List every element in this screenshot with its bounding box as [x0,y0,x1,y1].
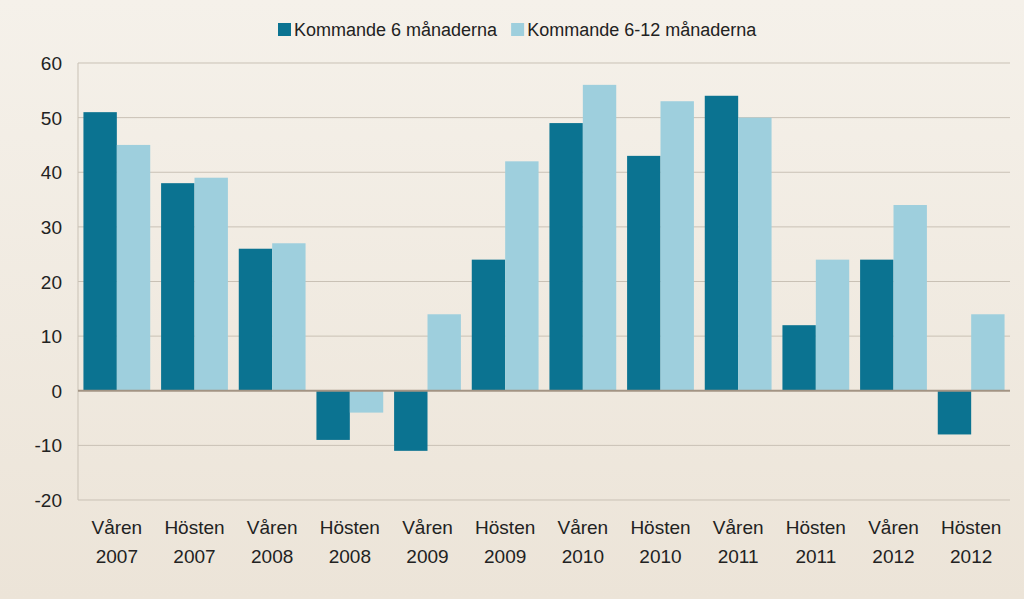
bar [195,178,228,391]
bar [782,325,815,391]
bar [938,391,971,435]
legend-swatch [511,23,524,36]
bar [272,243,305,390]
bar [428,314,461,390]
bar [350,391,383,413]
bar [161,183,194,391]
bar [705,96,738,391]
bar [816,260,849,391]
grid-line [78,172,1010,173]
y-tick-label: -20 [35,490,62,511]
x-tick-label: Våren2010 [557,517,608,567]
bar [505,161,538,390]
bar [83,112,116,391]
bar [316,391,349,440]
bar [549,123,582,391]
zero-axis [78,390,1010,392]
y-tick-label: 60 [41,53,62,74]
x-tick-label: Hösten2011 [786,517,846,567]
bar [738,118,771,391]
bar [239,249,272,391]
bar [117,145,150,391]
x-tick-label: Våren2007 [91,517,142,567]
bar [627,156,660,391]
bar [971,314,1004,390]
bar [394,391,427,451]
y-tick-label: -10 [35,435,62,456]
x-tick-label: Hösten2009 [475,517,535,567]
y-tick-label: 50 [41,108,62,129]
y-tick-label: 20 [41,272,62,293]
legend-label: Kommande 6-12 månaderna [527,20,757,40]
grid-line [78,117,1010,118]
legend-label: Kommande 6 månaderna [294,20,498,40]
x-tick-label: Våren2012 [868,517,919,567]
x-tick-label: Hösten2008 [320,517,380,567]
bar [472,260,505,391]
grid-line [78,445,1010,446]
y-tick-label: 10 [41,326,62,347]
x-tick-label: Hösten2010 [630,517,690,567]
x-tick-label: Hösten2007 [164,517,224,567]
x-tick-label: Hösten2012 [941,517,1001,567]
x-tick-label: Våren2008 [247,517,298,567]
bar [894,205,927,391]
bar [583,85,616,391]
chart: -20 -10 0 10 20 30 40 50 60 Våren2007 Hösten2007 Vå… [0,0,1024,599]
y-tick-label: 30 [41,217,62,238]
axis-line [78,63,79,500]
x-tick-label: Våren2011 [713,517,764,567]
bars [83,85,1004,451]
y-tick-label: 0 [51,381,62,402]
bar [860,260,893,391]
grid-line [78,500,1010,501]
bar [661,101,694,391]
grid-line [78,63,1010,64]
y-tick-label: 40 [41,162,62,183]
x-tick-label: Våren2009 [402,517,453,567]
legend-swatch [278,23,291,36]
